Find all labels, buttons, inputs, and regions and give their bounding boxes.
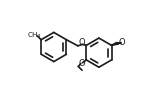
- Text: O: O: [79, 38, 85, 47]
- Text: O: O: [119, 38, 125, 47]
- Text: O: O: [78, 59, 85, 68]
- Text: CH₃: CH₃: [28, 32, 41, 38]
